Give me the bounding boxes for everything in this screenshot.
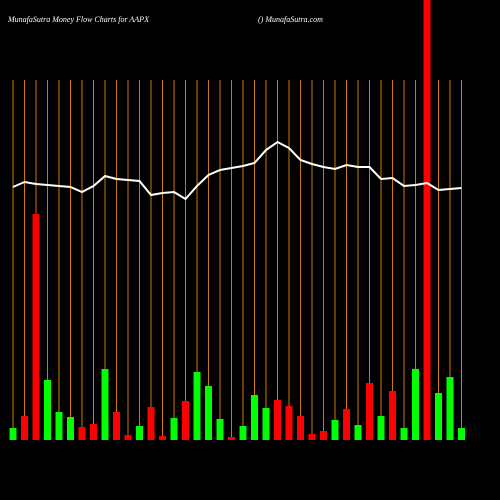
bar xyxy=(389,391,396,440)
bar xyxy=(343,409,350,440)
bar xyxy=(78,427,86,440)
bar xyxy=(274,400,281,440)
bar xyxy=(366,383,373,440)
bar xyxy=(193,372,201,440)
bar xyxy=(239,426,247,440)
bar xyxy=(124,435,132,440)
bar xyxy=(113,412,120,440)
bar xyxy=(9,428,17,440)
bar xyxy=(21,416,28,440)
bar xyxy=(320,431,327,440)
bar xyxy=(446,377,454,440)
bar xyxy=(55,412,63,440)
bar xyxy=(354,425,362,440)
bar xyxy=(136,426,143,440)
chart-title: MunafaSutra Money Flow Charts for AAPX xyxy=(7,15,150,24)
bar xyxy=(101,369,109,440)
bar xyxy=(159,436,166,440)
bar xyxy=(67,417,74,440)
bar xyxy=(412,369,419,440)
bar xyxy=(400,428,408,440)
bar xyxy=(308,434,316,440)
bar xyxy=(228,437,235,440)
money-flow-line xyxy=(12,140,462,201)
bar xyxy=(262,408,270,440)
bar xyxy=(331,420,339,440)
bar xyxy=(44,380,51,440)
bar xyxy=(435,393,442,440)
bar xyxy=(182,401,189,440)
chart-subtitle: () MunafaSutra.com xyxy=(258,15,323,24)
bar xyxy=(251,395,258,440)
bar xyxy=(423,0,431,440)
bar xyxy=(285,406,293,440)
bar xyxy=(170,418,178,440)
bar xyxy=(205,386,212,440)
bar xyxy=(297,416,304,440)
bar xyxy=(147,407,155,440)
bar xyxy=(377,416,385,440)
bar xyxy=(32,214,40,440)
bar xyxy=(458,428,465,440)
bar xyxy=(216,419,224,440)
bar xyxy=(90,424,97,440)
